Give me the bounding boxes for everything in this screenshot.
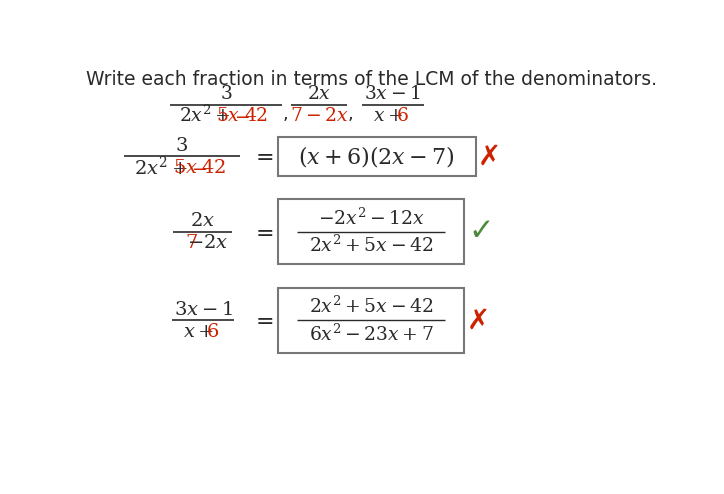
Text: $6x^2 - 23x + 7$: $6x^2 - 23x + 7$ xyxy=(308,324,434,345)
Text: $2x^2 + 5x - 42$: $2x^2 + 5x - 42$ xyxy=(309,296,433,317)
Text: $-2x^2 - 12x$: $-2x^2 - 12x$ xyxy=(318,207,424,229)
Text: $2x$: $2x$ xyxy=(190,211,216,231)
Text: $2x$: $2x$ xyxy=(307,84,332,103)
FancyBboxPatch shape xyxy=(278,137,476,175)
Text: ✗: ✗ xyxy=(478,142,501,170)
Text: $3x - 1$: $3x - 1$ xyxy=(364,84,421,103)
Text: Write each fraction in terms of the LCM of the denominators.: Write each fraction in terms of the LCM … xyxy=(85,70,657,89)
Text: $7$: $7$ xyxy=(185,233,198,252)
Text: $2x^2 + 5x - 42$: $2x^2 + 5x - 42$ xyxy=(309,235,433,256)
Text: $x + $: $x + $ xyxy=(373,106,403,125)
Text: $=$: $=$ xyxy=(251,146,274,166)
Text: ✗: ✗ xyxy=(466,306,489,334)
Text: $3$: $3$ xyxy=(175,136,188,155)
Text: $6$: $6$ xyxy=(397,106,409,125)
Text: ,: , xyxy=(348,105,353,123)
Text: $2x^2 + $: $2x^2 + $ xyxy=(133,156,187,179)
Text: ✓: ✓ xyxy=(468,217,494,247)
Text: $(x + 6)(2x - 7)$: $(x + 6)(2x - 7)$ xyxy=(298,144,455,169)
Text: $7 - 2x$: $7 - 2x$ xyxy=(290,106,349,125)
Text: ,: , xyxy=(282,105,288,123)
Text: $42$: $42$ xyxy=(201,158,226,176)
Text: $5x$: $5x$ xyxy=(173,158,198,176)
Text: $2x^2 + $: $2x^2 + $ xyxy=(179,105,230,126)
Text: $=$: $=$ xyxy=(251,310,274,330)
Text: $3x - 1$: $3x - 1$ xyxy=(174,300,232,319)
Text: $3$: $3$ xyxy=(220,84,232,103)
FancyBboxPatch shape xyxy=(278,288,464,353)
Text: $ - 2x$: $ - 2x$ xyxy=(187,233,228,252)
Text: $=$: $=$ xyxy=(251,222,274,242)
Text: $x + $: $x + $ xyxy=(182,322,214,340)
Text: $6$: $6$ xyxy=(206,322,219,340)
FancyBboxPatch shape xyxy=(278,200,464,264)
Text: $42$: $42$ xyxy=(244,106,269,125)
Text: $ - $: $ - $ xyxy=(234,106,250,125)
Text: $5x$: $5x$ xyxy=(216,106,240,125)
Text: $ - $: $ - $ xyxy=(191,158,207,176)
